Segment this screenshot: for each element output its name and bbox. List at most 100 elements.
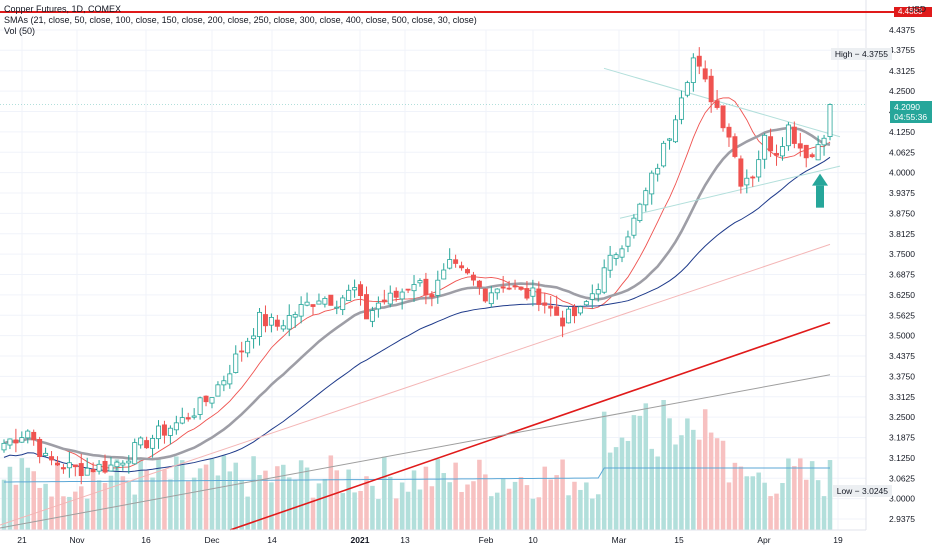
candle-body <box>465 269 470 274</box>
candle-body <box>542 302 548 306</box>
volume-bar <box>304 467 310 530</box>
volume-bar <box>388 476 393 530</box>
volume-bar <box>459 491 464 530</box>
candle-body <box>43 452 49 456</box>
candle-body <box>571 306 577 317</box>
candle-body <box>156 425 161 440</box>
candle-body <box>506 287 512 290</box>
price-tick-label: 3.3125 <box>889 392 915 402</box>
high-tag: High − 4.3755 <box>830 48 892 60</box>
volume-bar <box>174 456 179 530</box>
volume-bar <box>31 471 36 530</box>
legend-volume[interactable]: Vol (50) <box>4 26 36 36</box>
candle-body <box>779 146 785 157</box>
time-tick-label: 14 <box>267 535 277 545</box>
volume-bar <box>322 478 328 530</box>
price-tick-label: 3.1250 <box>889 453 915 463</box>
candle-body <box>494 288 500 294</box>
volume-bar <box>310 497 316 530</box>
candle-body <box>512 285 518 288</box>
volume-bar <box>548 479 553 530</box>
volume-bar <box>512 481 518 530</box>
candle-body <box>316 300 322 305</box>
candle-body <box>577 306 583 314</box>
volume-bar <box>417 489 423 530</box>
volume-bar <box>453 462 458 530</box>
candle-body <box>684 82 690 96</box>
candle-body <box>696 55 702 67</box>
candle-body <box>554 306 560 316</box>
volume-bar <box>263 470 268 530</box>
candle-body <box>352 287 358 291</box>
volume-bar <box>13 484 19 530</box>
candle-body <box>322 298 328 305</box>
high-value: 4.3755 <box>862 49 888 59</box>
candle-body <box>60 467 66 470</box>
candle-body <box>655 167 661 175</box>
candle-body <box>19 437 25 443</box>
volume-bar <box>809 461 815 530</box>
price-tick-label: 3.4375 <box>889 351 915 361</box>
volume-bar <box>73 491 78 530</box>
volume-bar <box>78 486 84 530</box>
candle-body <box>524 288 530 299</box>
candle-body <box>25 430 31 439</box>
candle-body <box>518 286 524 290</box>
volume-bar <box>631 415 637 530</box>
candle-body <box>245 340 251 354</box>
candle-body <box>726 126 732 138</box>
candle-body <box>251 335 257 340</box>
triangle-trendlines <box>603 67 841 219</box>
volume-bar <box>185 481 191 530</box>
volume-bar <box>518 477 524 530</box>
volume-bar <box>798 458 803 530</box>
price-tick-label: 3.5625 <box>889 310 915 320</box>
volume-bar <box>257 475 262 530</box>
volume-bar <box>328 455 334 530</box>
price-axis[interactable]: 4.43754.37554.31254.25004.18754.12504.06… <box>865 0 932 550</box>
candle-body <box>595 289 601 295</box>
volume-bar <box>61 496 66 530</box>
countdown-timer: 04:55:36 <box>894 112 928 122</box>
volume-bar <box>251 456 256 530</box>
candle-body <box>797 143 803 149</box>
price-tick-label: 4.1250 <box>889 127 915 137</box>
volume-bar <box>209 458 215 530</box>
candle-body <box>774 153 779 156</box>
time-axis[interactable]: 21 Nov 16 Dec 14 2021 13 Feb 10 Mar 15 Apr 19 <box>0 529 866 545</box>
volume-bar <box>584 482 589 530</box>
volume-bar <box>566 495 571 530</box>
candle-body <box>399 291 405 300</box>
volume-bar <box>423 466 429 530</box>
candle-body <box>548 305 554 309</box>
candle-body <box>530 287 536 297</box>
legend-title[interactable]: Copper Futures, 1D, COMEX <box>4 4 122 14</box>
candle-body <box>589 293 595 300</box>
candlestick-series <box>1 47 833 485</box>
time-tick-label: Mar <box>612 535 627 545</box>
volume-bar <box>803 479 809 530</box>
sma-50-line <box>3 126 831 461</box>
candle-body <box>280 325 286 330</box>
legend-smas[interactable]: SMAs (21, close, 50, close, 100, close, … <box>4 15 477 25</box>
volume-bar <box>613 447 619 530</box>
candle-body <box>191 415 197 418</box>
candle-body <box>55 462 60 466</box>
price-tick-label: 4.0625 <box>889 147 915 157</box>
volume-bar <box>138 459 143 530</box>
candle-body <box>197 397 203 415</box>
volume-bar <box>191 477 197 530</box>
candle-body <box>286 315 292 330</box>
volume-bar <box>827 460 833 530</box>
candle-body <box>476 280 482 288</box>
candle-body <box>405 288 411 291</box>
volume-bar <box>708 432 714 530</box>
volume-bar <box>292 480 298 530</box>
volume-bar <box>334 470 340 530</box>
volume-bar <box>382 456 387 530</box>
upper-trendline <box>603 67 841 138</box>
candle-body <box>66 462 72 469</box>
candle-body <box>84 467 90 476</box>
candle-body <box>304 301 310 306</box>
